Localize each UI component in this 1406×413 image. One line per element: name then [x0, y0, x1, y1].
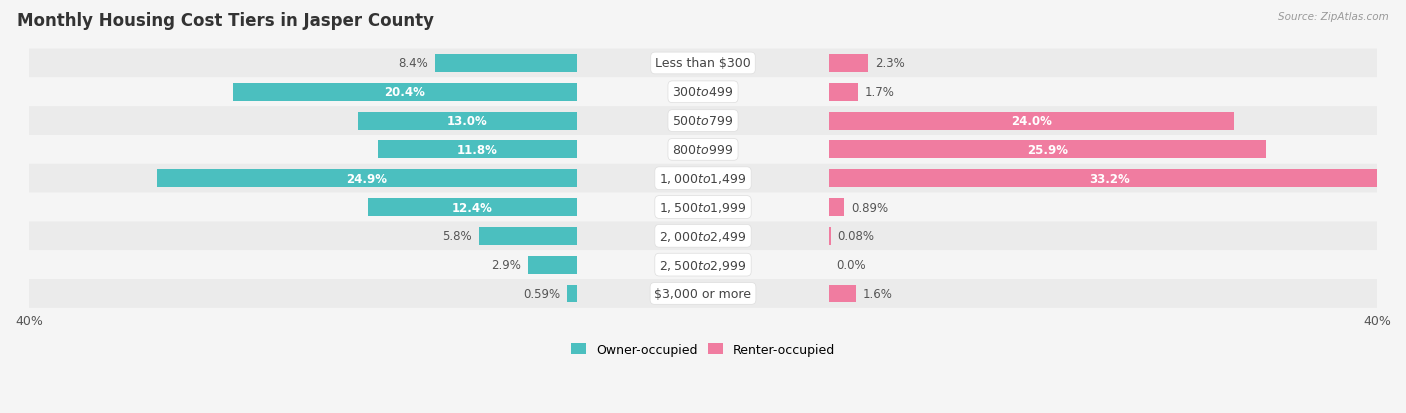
Text: 2.9%: 2.9%	[491, 259, 522, 271]
Text: 12.4%: 12.4%	[451, 201, 492, 214]
Bar	[434, 55, 576, 73]
Text: 0.0%: 0.0%	[837, 259, 866, 271]
FancyBboxPatch shape	[28, 193, 1378, 222]
Bar	[527, 256, 576, 274]
Text: 33.2%: 33.2%	[1088, 172, 1129, 185]
Bar	[357, 112, 576, 130]
Text: $800 to $999: $800 to $999	[672, 144, 734, 157]
Text: Monthly Housing Cost Tiers in Jasper County: Monthly Housing Cost Tiers in Jasper Cou…	[17, 12, 434, 30]
Text: $2,000 to $2,499: $2,000 to $2,499	[659, 229, 747, 243]
Text: $300 to $499: $300 to $499	[672, 86, 734, 99]
Bar	[157, 170, 576, 188]
Text: 0.59%: 0.59%	[523, 287, 560, 300]
Text: $3,000 or more: $3,000 or more	[655, 287, 751, 300]
Legend: Owner-occupied, Renter-occupied: Owner-occupied, Renter-occupied	[567, 338, 839, 361]
Bar	[830, 141, 1265, 159]
Text: $2,500 to $2,999: $2,500 to $2,999	[659, 258, 747, 272]
FancyBboxPatch shape	[28, 279, 1378, 308]
Bar	[830, 55, 868, 73]
Text: 1.7%: 1.7%	[865, 86, 894, 99]
Text: 25.9%: 25.9%	[1028, 144, 1069, 157]
Text: 0.08%: 0.08%	[838, 230, 875, 243]
Text: 2.3%: 2.3%	[875, 57, 904, 70]
Text: 8.4%: 8.4%	[398, 57, 429, 70]
Text: 24.9%: 24.9%	[346, 172, 387, 185]
Text: 5.8%: 5.8%	[443, 230, 472, 243]
Text: 0.89%: 0.89%	[851, 201, 889, 214]
Text: 13.0%: 13.0%	[447, 115, 488, 128]
Bar	[830, 199, 845, 216]
Bar	[830, 112, 1234, 130]
Text: $1,000 to $1,499: $1,000 to $1,499	[659, 172, 747, 186]
Bar	[830, 170, 1389, 188]
Text: 20.4%: 20.4%	[384, 86, 425, 99]
Text: 11.8%: 11.8%	[457, 144, 498, 157]
FancyBboxPatch shape	[28, 251, 1378, 279]
Bar	[233, 84, 576, 102]
Text: Less than $300: Less than $300	[655, 57, 751, 70]
FancyBboxPatch shape	[28, 222, 1378, 251]
Bar	[830, 84, 858, 102]
Text: $1,500 to $1,999: $1,500 to $1,999	[659, 201, 747, 214]
Bar	[479, 227, 576, 245]
Text: 24.0%: 24.0%	[1011, 115, 1052, 128]
Bar	[830, 285, 856, 303]
Text: $500 to $799: $500 to $799	[672, 115, 734, 128]
Text: Source: ZipAtlas.com: Source: ZipAtlas.com	[1278, 12, 1389, 22]
Bar	[367, 199, 576, 216]
Text: 1.6%: 1.6%	[863, 287, 893, 300]
FancyBboxPatch shape	[28, 50, 1378, 78]
FancyBboxPatch shape	[28, 135, 1378, 164]
FancyBboxPatch shape	[28, 107, 1378, 135]
Bar	[378, 141, 576, 159]
FancyBboxPatch shape	[28, 164, 1378, 193]
FancyBboxPatch shape	[28, 78, 1378, 107]
Bar	[567, 285, 576, 303]
